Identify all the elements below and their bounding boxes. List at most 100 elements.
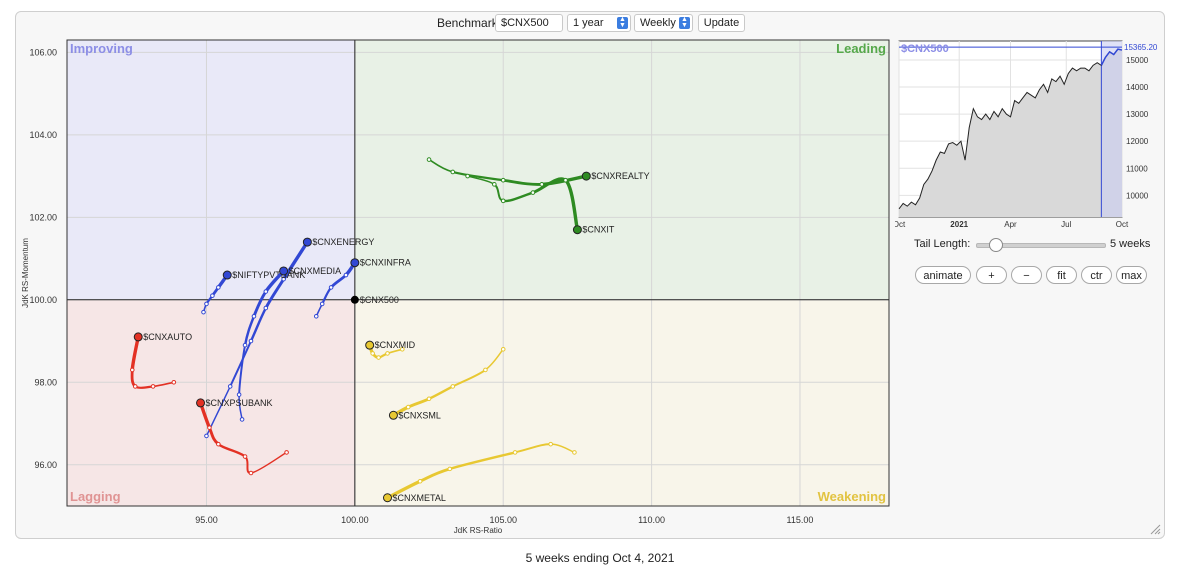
tail-point — [171, 379, 177, 385]
tail-point — [328, 285, 334, 290]
mini-x-tick: 2021 — [950, 220, 968, 229]
quadrant-lagging — [67, 299, 355, 506]
y-tick-label: 100.00 — [29, 295, 57, 305]
mini-y-tick: 10000 — [1126, 191, 1149, 200]
center-button[interactable]: ctr — [1081, 266, 1112, 284]
mini-y-tick: 12000 — [1126, 137, 1149, 146]
period-select[interactable]: 1 year ▲ ▼ — [567, 14, 631, 32]
benchmark-input[interactable]: $CNX500 — [495, 14, 563, 32]
tail-length-label: Tail Length: — [914, 238, 971, 250]
series-cnxrealty: $CNXREALTY — [426, 157, 650, 187]
max-button[interactable]: max — [1116, 266, 1147, 284]
select-arrows-icon: ▲ ▼ — [679, 16, 690, 29]
head-point — [196, 398, 206, 408]
head-point — [222, 270, 232, 280]
quadrant-label: Lagging — [70, 489, 121, 504]
update-button[interactable]: Update — [698, 14, 745, 32]
series-label: $CNXIT — [582, 225, 615, 235]
tail-segment — [264, 277, 286, 310]
tail-length-slider[interactable] — [976, 238, 1106, 252]
mini-area — [899, 49, 1122, 217]
tail-point — [248, 470, 254, 476]
tail-point — [405, 404, 411, 410]
head-point — [302, 237, 312, 247]
mini-tail-line — [1100, 48, 1123, 66]
series-cnxmetal: $CNXMETAL — [382, 441, 577, 503]
quadrant-label: Improving — [70, 41, 133, 56]
tail-point — [132, 384, 138, 389]
tail-point — [227, 384, 233, 389]
x-tick-label: 95.00 — [195, 515, 218, 525]
tail-point — [512, 450, 518, 455]
series-cnxpsubank: $CNXPSUBANK — [196, 398, 289, 476]
series-cnxsml: $CNXSML — [388, 346, 506, 420]
mini-y-tick: 13000 — [1126, 110, 1149, 119]
tail-point — [216, 285, 221, 290]
series-label: $CNXAUTO — [143, 332, 192, 342]
tail-point — [207, 425, 212, 430]
tail-point — [242, 342, 248, 348]
tail-point — [201, 309, 206, 315]
tail-segment — [243, 315, 256, 347]
tail-point — [483, 367, 488, 373]
rrg-chart[interactable]: Improving Leading Lagging Weakening 95.00 100… — [15, 32, 895, 542]
tail-point — [563, 177, 568, 183]
series-label: $CNXMEDIA — [289, 266, 342, 276]
tail-point — [313, 314, 319, 319]
frequency-select[interactable]: Weekly ▲ ▼ — [634, 14, 693, 32]
head-point — [572, 225, 582, 235]
y-tick-label: 104.00 — [29, 130, 57, 140]
period-value: 1 year — [573, 17, 604, 29]
mini-chart-title: $CNX500 — [901, 43, 949, 55]
tail-point — [210, 293, 215, 298]
animate-button[interactable]: animate — [915, 266, 971, 284]
tail-point — [572, 450, 577, 455]
tail-segment — [418, 467, 452, 483]
series-cnxenergy: $CNXENERGY — [204, 237, 374, 439]
slider-thumb[interactable] — [989, 238, 1003, 252]
x-tick-label: 115.00 — [787, 515, 814, 525]
tail-point — [548, 441, 554, 447]
zoom-in-button[interactable]: + — [976, 266, 1007, 284]
tail-point — [426, 396, 432, 402]
mini-x-tick: Oct — [1116, 220, 1129, 229]
tail-point — [239, 417, 245, 422]
tail-length-value: 5 weeks — [1110, 238, 1151, 250]
y-tick-label: 98.00 — [34, 377, 57, 387]
tail-point — [450, 384, 456, 389]
tail-point — [500, 346, 506, 352]
benchmark-mini-chart: 10000 11000 12000 13000 14000 15000 Oct 2021 Apr… — [895, 40, 1158, 229]
series-cnxmid: $CNXMID — [365, 340, 416, 360]
head-point — [350, 258, 360, 268]
slider-track — [976, 243, 1106, 248]
tail-point — [216, 441, 221, 447]
y-tick-label: 96.00 — [34, 460, 57, 470]
tail-point — [263, 305, 269, 311]
series-label: $CNXMID — [375, 340, 416, 350]
tail-point — [530, 190, 536, 195]
tail-segment — [134, 385, 155, 389]
x-tick-label: 110.00 — [638, 515, 665, 525]
tail-window-highlight — [1101, 41, 1122, 217]
mini-x-tick: Apr — [1004, 220, 1017, 229]
series-label: $CNXSML — [398, 410, 441, 420]
x-axis-label: JdK RS-Ratio — [454, 526, 503, 535]
frequency-value: Weekly — [640, 17, 676, 29]
tail-point — [447, 466, 453, 472]
tail-point — [370, 351, 375, 356]
benchmark-label: $CNX500 — [360, 295, 399, 305]
series-label: $CNXENERGY — [312, 237, 374, 247]
quadrant-label: Weakening — [818, 489, 886, 504]
tail-point — [150, 384, 156, 389]
benchmark-label: Benchmark: — [437, 16, 502, 30]
y-tick-label: 102.00 — [29, 212, 57, 222]
x-tick-label: 105.00 — [489, 515, 517, 525]
tail-point — [242, 454, 248, 459]
head-point — [133, 332, 143, 342]
series-niftypvtbank: $NIFTYPVTBANK — [201, 270, 305, 315]
resize-handle-icon[interactable] — [1149, 523, 1161, 535]
tail-point — [251, 314, 257, 319]
tail-point — [500, 198, 506, 204]
zoom-out-button[interactable]: − — [1011, 266, 1042, 284]
fit-button[interactable]: fit — [1046, 266, 1077, 284]
